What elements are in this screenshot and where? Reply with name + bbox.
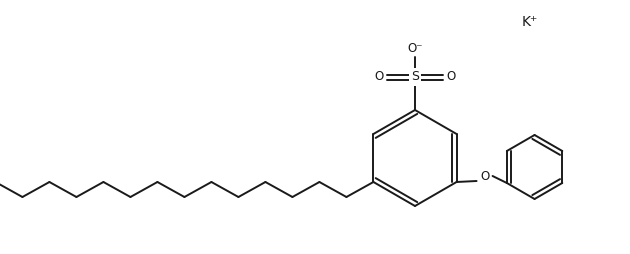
Text: O⁻: O⁻ [407,42,423,55]
Text: S: S [411,71,419,84]
Text: K⁺: K⁺ [522,15,538,29]
Text: O: O [480,170,489,183]
Text: O: O [375,71,384,84]
Text: O: O [446,71,455,84]
